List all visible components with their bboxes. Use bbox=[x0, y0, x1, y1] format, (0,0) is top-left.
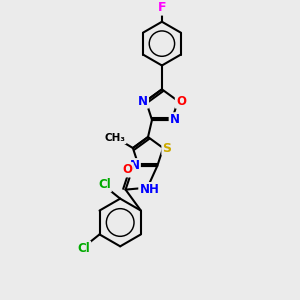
Text: Cl: Cl bbox=[77, 242, 90, 255]
Text: O: O bbox=[122, 163, 133, 176]
Text: N: N bbox=[170, 113, 180, 126]
Text: O: O bbox=[176, 94, 186, 107]
Text: CH₃: CH₃ bbox=[104, 133, 125, 143]
Text: NH: NH bbox=[140, 183, 159, 196]
Text: S: S bbox=[163, 142, 172, 154]
Text: N: N bbox=[138, 94, 148, 107]
Text: Cl: Cl bbox=[98, 178, 111, 191]
Text: F: F bbox=[158, 1, 166, 14]
Text: N: N bbox=[130, 159, 140, 172]
